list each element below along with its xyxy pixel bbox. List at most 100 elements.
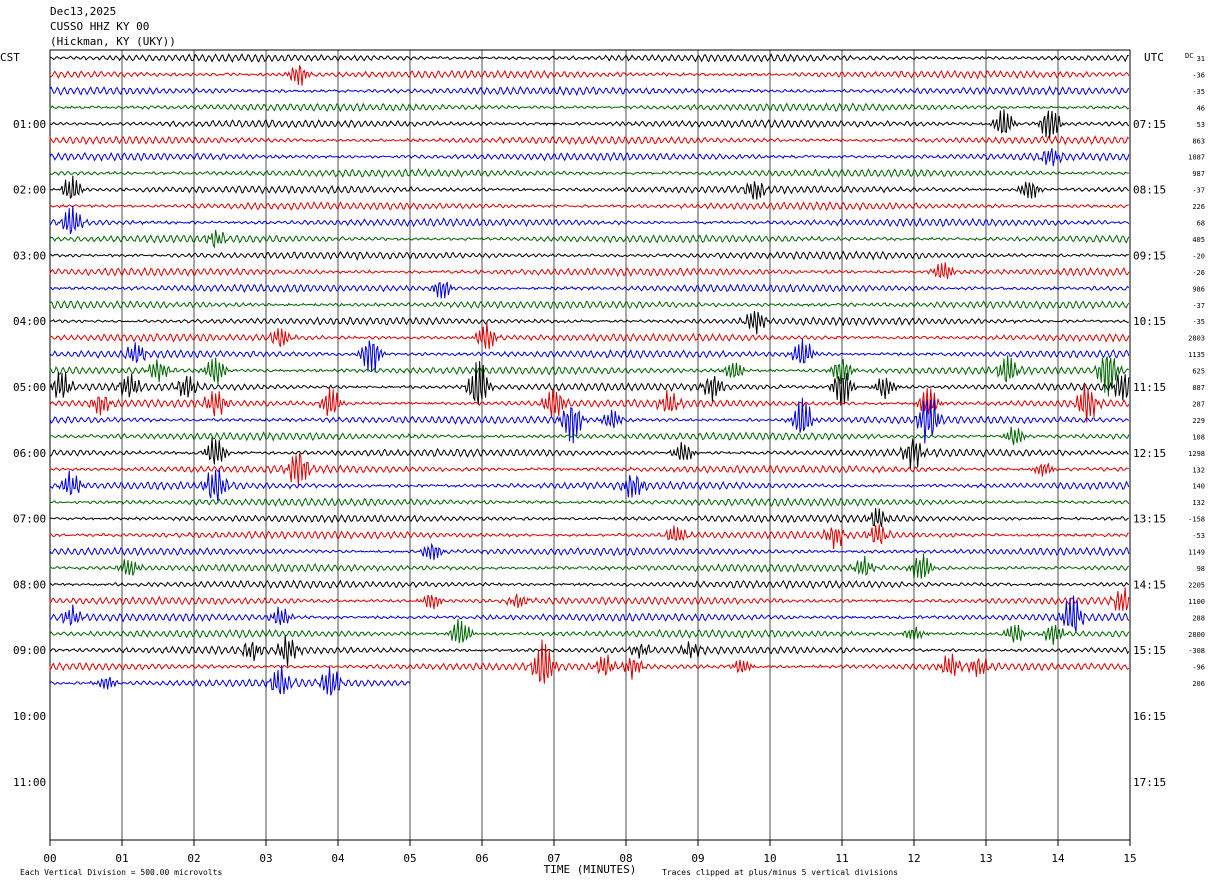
dc-offset-label: 98 xyxy=(1197,565,1205,573)
dc-offset-label: 132 xyxy=(1192,466,1205,474)
seismic-trace xyxy=(49,65,1130,86)
dc-offset-label: 2205 xyxy=(1188,581,1205,589)
dc-offset-label: 108 xyxy=(1192,433,1205,441)
seismic-trace xyxy=(49,355,1130,397)
seismic-trace xyxy=(49,619,1130,646)
dc-offset-label: 53 xyxy=(1197,121,1205,129)
cst-time-label: 04:00 xyxy=(13,315,46,328)
seismic-trace xyxy=(49,453,1129,487)
seismic-trace xyxy=(49,595,1130,633)
dc-offset-label: 987 xyxy=(1192,170,1205,178)
cst-time-label: 11:00 xyxy=(13,776,46,789)
dc-offset-label: 1100 xyxy=(1188,598,1205,606)
seismic-trace xyxy=(49,553,1130,579)
dc-offset-label: -26 xyxy=(1192,269,1205,277)
x-tick-label: 13 xyxy=(979,852,992,865)
seismic-trace xyxy=(49,148,1130,167)
dc-offset-label: -37 xyxy=(1192,187,1205,195)
seismic-trace xyxy=(49,53,1129,64)
dc-offset-label: 206 xyxy=(1192,680,1205,688)
cst-time-label: 09:00 xyxy=(13,644,46,657)
dc-offset-label: 140 xyxy=(1192,483,1205,491)
seismic-trace xyxy=(49,635,1130,667)
seismic-trace xyxy=(49,524,1129,550)
utc-time-label: 17:15 xyxy=(1133,776,1166,789)
dc-offset-label: 887 xyxy=(1192,384,1205,392)
seismic-trace xyxy=(49,175,1130,200)
dc-offset-label: 1149 xyxy=(1188,549,1205,557)
seismic-trace xyxy=(49,467,1130,503)
seismic-trace xyxy=(49,383,1130,423)
utc-time-label: 12:15 xyxy=(1133,447,1166,460)
seismic-trace xyxy=(49,437,1129,470)
dc-offset-label: 1298 xyxy=(1188,450,1205,458)
dc-offset-label: 68 xyxy=(1197,220,1205,228)
x-tick-label: 03 xyxy=(259,852,272,865)
seismic-trace xyxy=(49,168,1129,179)
dc-offset-label: 287 xyxy=(1192,400,1205,408)
seismic-trace xyxy=(49,639,1130,684)
cst-time-label: 02:00 xyxy=(13,184,46,197)
dc-offset-label: -96 xyxy=(1192,664,1205,672)
seismic-trace xyxy=(49,322,1130,350)
dc-offset-label: 1087 xyxy=(1188,154,1205,162)
cst-time-label: 03:00 xyxy=(13,249,46,262)
x-tick-label: 12 xyxy=(907,852,920,865)
seismic-trace xyxy=(49,229,1130,249)
station-label: CUSSO HHZ KY 00 xyxy=(50,20,150,33)
utc-time-label: 09:15 xyxy=(1133,249,1166,262)
seismic-trace xyxy=(49,205,1130,235)
x-axis-title: TIME (MINUTES) xyxy=(544,863,637,876)
utc-time-label: 13:15 xyxy=(1133,513,1166,526)
dc-offset-label: -53 xyxy=(1192,532,1205,540)
x-tick-label: 14 xyxy=(1051,852,1065,865)
dc-offset-label: 2803 xyxy=(1188,335,1205,343)
seismic-trace xyxy=(49,497,1130,508)
dc-offset-label: 229 xyxy=(1192,417,1205,425)
seismic-trace xyxy=(49,542,1130,561)
seismic-trace xyxy=(49,200,1129,212)
scale-note: Each Vertical Division = 500.00 microvol… xyxy=(20,868,222,877)
cst-time-label: 06:00 xyxy=(13,447,46,460)
x-tick-label: 04 xyxy=(331,852,345,865)
station-location: (Hickman, KY (UKY)) xyxy=(50,35,176,48)
seismic-trace xyxy=(49,109,1130,140)
x-tick-label: 07 xyxy=(547,852,560,865)
seismic-trace xyxy=(49,310,1129,335)
x-tick-label: 05 xyxy=(403,852,416,865)
seismic-trace xyxy=(49,102,1130,113)
plot-date: Dec13,2025 xyxy=(50,5,117,18)
seismic-trace xyxy=(49,281,1130,299)
cst-time-label: 10:00 xyxy=(13,710,46,723)
dc-offset-label: -308 xyxy=(1188,647,1205,655)
cst-time-label: 07:00 xyxy=(13,513,46,526)
dc-offset-label: 132 xyxy=(1192,499,1205,507)
seismic-trace xyxy=(49,665,411,696)
dc-offset-label: -20 xyxy=(1192,252,1205,260)
seismic-trace xyxy=(49,135,1130,146)
dc-offset-label: -35 xyxy=(1192,88,1205,96)
dc-offset-label: 1135 xyxy=(1188,351,1205,359)
x-tick-label: 08 xyxy=(619,852,632,865)
x-tick-label: 11 xyxy=(835,852,848,865)
seismic-trace xyxy=(49,426,1130,446)
utc-time-label: 11:15 xyxy=(1133,381,1166,394)
utc-time-label: 15:15 xyxy=(1133,644,1166,657)
utc-time-label: 16:15 xyxy=(1133,710,1166,723)
dc-offset-label: -35 xyxy=(1192,318,1205,326)
utc-time-label: 08:15 xyxy=(1133,184,1166,197)
seismic-trace xyxy=(49,338,1130,373)
seismic-trace xyxy=(49,579,1130,590)
seismic-trace xyxy=(49,361,1130,406)
x-tick-label: 01 xyxy=(115,852,128,865)
x-tick-label: 06 xyxy=(475,852,488,865)
dc-offset-label: 288 xyxy=(1192,614,1205,622)
cst-time-label: 05:00 xyxy=(13,381,46,394)
cst-time-label: 01:00 xyxy=(13,118,46,131)
x-tick-label: 02 xyxy=(187,852,200,865)
dc-offset-label: 625 xyxy=(1192,368,1205,376)
dc-title: DC xyxy=(1185,52,1193,60)
cst-time-label: 08:00 xyxy=(13,578,46,591)
dc-offset-label: 405 xyxy=(1192,236,1205,244)
